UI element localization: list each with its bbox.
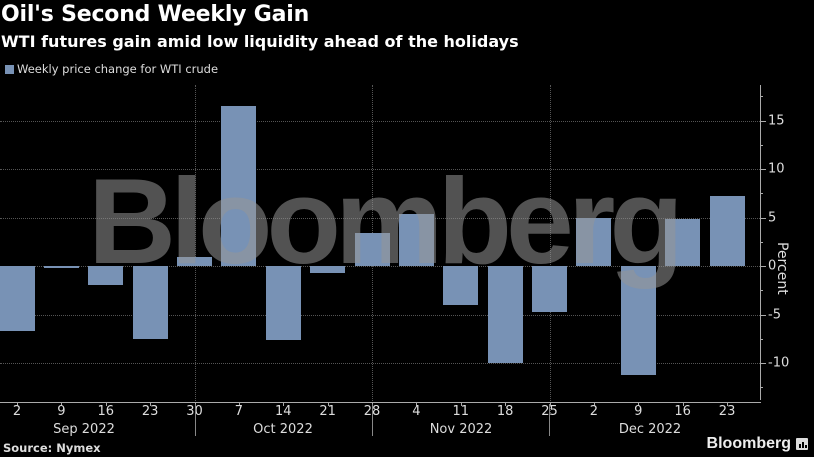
y-minor-tick <box>760 144 763 146</box>
y-tick-label: 0 <box>768 258 777 274</box>
y-tick-label: 5 <box>768 210 777 225</box>
y-minor-tick <box>760 387 763 389</box>
month-label: Sep 2022 <box>53 422 115 437</box>
brand-label: Bloomberg <box>706 435 791 452</box>
legend: Weekly price change for WTI crude <box>5 62 218 76</box>
x-tick <box>150 402 152 406</box>
bar <box>132 266 168 339</box>
bar <box>177 257 213 266</box>
chart-subtitle: WTI futures gain amid low liquidity ahea… <box>1 32 519 51</box>
x-tick <box>61 402 63 406</box>
x-tick-label: 21 <box>319 404 336 419</box>
y-tick-label: 15 <box>768 113 785 128</box>
month-gridline <box>194 85 196 415</box>
x-tick-label: 23 <box>141 404 159 419</box>
y-minor-tick <box>760 193 763 195</box>
legend-swatch-icon <box>5 64 14 74</box>
bar <box>709 196 745 266</box>
month-label: Oct 2022 <box>253 422 313 437</box>
x-tick <box>283 402 285 406</box>
bar <box>310 266 346 273</box>
bar <box>354 233 390 266</box>
x-tick <box>105 402 107 406</box>
y-minor-tick <box>760 338 763 340</box>
x-tick <box>593 402 595 406</box>
bloomberg-chart-icon <box>796 438 808 450</box>
month-label: Nov 2022 <box>429 422 493 437</box>
bar <box>665 219 701 266</box>
month-separator <box>195 404 196 436</box>
y-minor-tick <box>760 241 763 243</box>
x-tick-label: 14 <box>274 404 292 419</box>
x-tick-label: 2 <box>12 404 22 419</box>
gridline <box>0 120 760 122</box>
bar <box>88 266 124 286</box>
bar <box>398 213 434 266</box>
month-label: Dec 2022 <box>618 422 682 437</box>
x-tick-label: 16 <box>674 404 691 419</box>
bar <box>576 218 612 266</box>
x-tick-label: 7 <box>234 404 244 419</box>
x-tick <box>682 402 684 406</box>
chart-title: Oil's Second Weekly Gain <box>1 2 310 27</box>
x-tick-label: 18 <box>496 404 514 419</box>
x-tick-label: 23 <box>718 404 736 419</box>
x-tick <box>327 402 329 406</box>
y-tick <box>760 266 766 267</box>
bar <box>487 266 523 363</box>
month-separator <box>549 404 550 436</box>
y-tick <box>760 169 766 170</box>
legend-label: Weekly price change for WTI crude <box>17 62 219 76</box>
y-axis-title: Percent <box>774 242 790 295</box>
plot-area <box>0 85 760 415</box>
bar <box>221 105 257 266</box>
bar <box>0 266 35 331</box>
bar <box>532 266 568 312</box>
y-tick-label: -10 <box>768 355 790 371</box>
bloomberg-brand: Bloomberg <box>707 435 808 453</box>
bar <box>620 266 656 375</box>
gridline <box>0 266 760 267</box>
x-tick <box>549 402 551 406</box>
x-tick-label: 2 <box>589 404 599 419</box>
month-separator <box>372 404 373 436</box>
x-tick <box>238 402 240 406</box>
y-tick-label: 10 <box>768 161 785 177</box>
x-tick-label: 9 <box>57 404 66 419</box>
x-tick <box>505 402 507 406</box>
x-tick-label: 11 <box>452 404 470 419</box>
x-tick <box>638 402 640 406</box>
y-tick <box>760 120 766 122</box>
bar <box>443 266 479 305</box>
x-tick-label: 4 <box>412 404 421 419</box>
y-minor-tick <box>760 96 763 98</box>
gridline <box>0 363 760 364</box>
bar <box>265 266 301 340</box>
x-axis <box>0 402 761 403</box>
gridline <box>0 169 760 170</box>
y-minor-tick <box>760 290 763 292</box>
x-tick <box>727 402 729 406</box>
x-tick <box>460 402 462 406</box>
x-tick-label: 16 <box>97 404 115 419</box>
source-note: Source: Nymex <box>3 441 101 455</box>
y-tick <box>760 217 766 219</box>
x-tick <box>17 402 18 406</box>
x-tick-label: 9 <box>634 404 643 419</box>
x-tick <box>416 402 418 406</box>
gridline <box>0 314 760 316</box>
x-tick-label: 30 <box>186 404 203 419</box>
bar <box>43 266 79 268</box>
month-gridline <box>549 85 551 415</box>
y-tick-label: -5 <box>768 307 781 322</box>
y-tick <box>760 314 766 316</box>
gridline <box>0 217 760 219</box>
y-tick <box>760 363 766 364</box>
